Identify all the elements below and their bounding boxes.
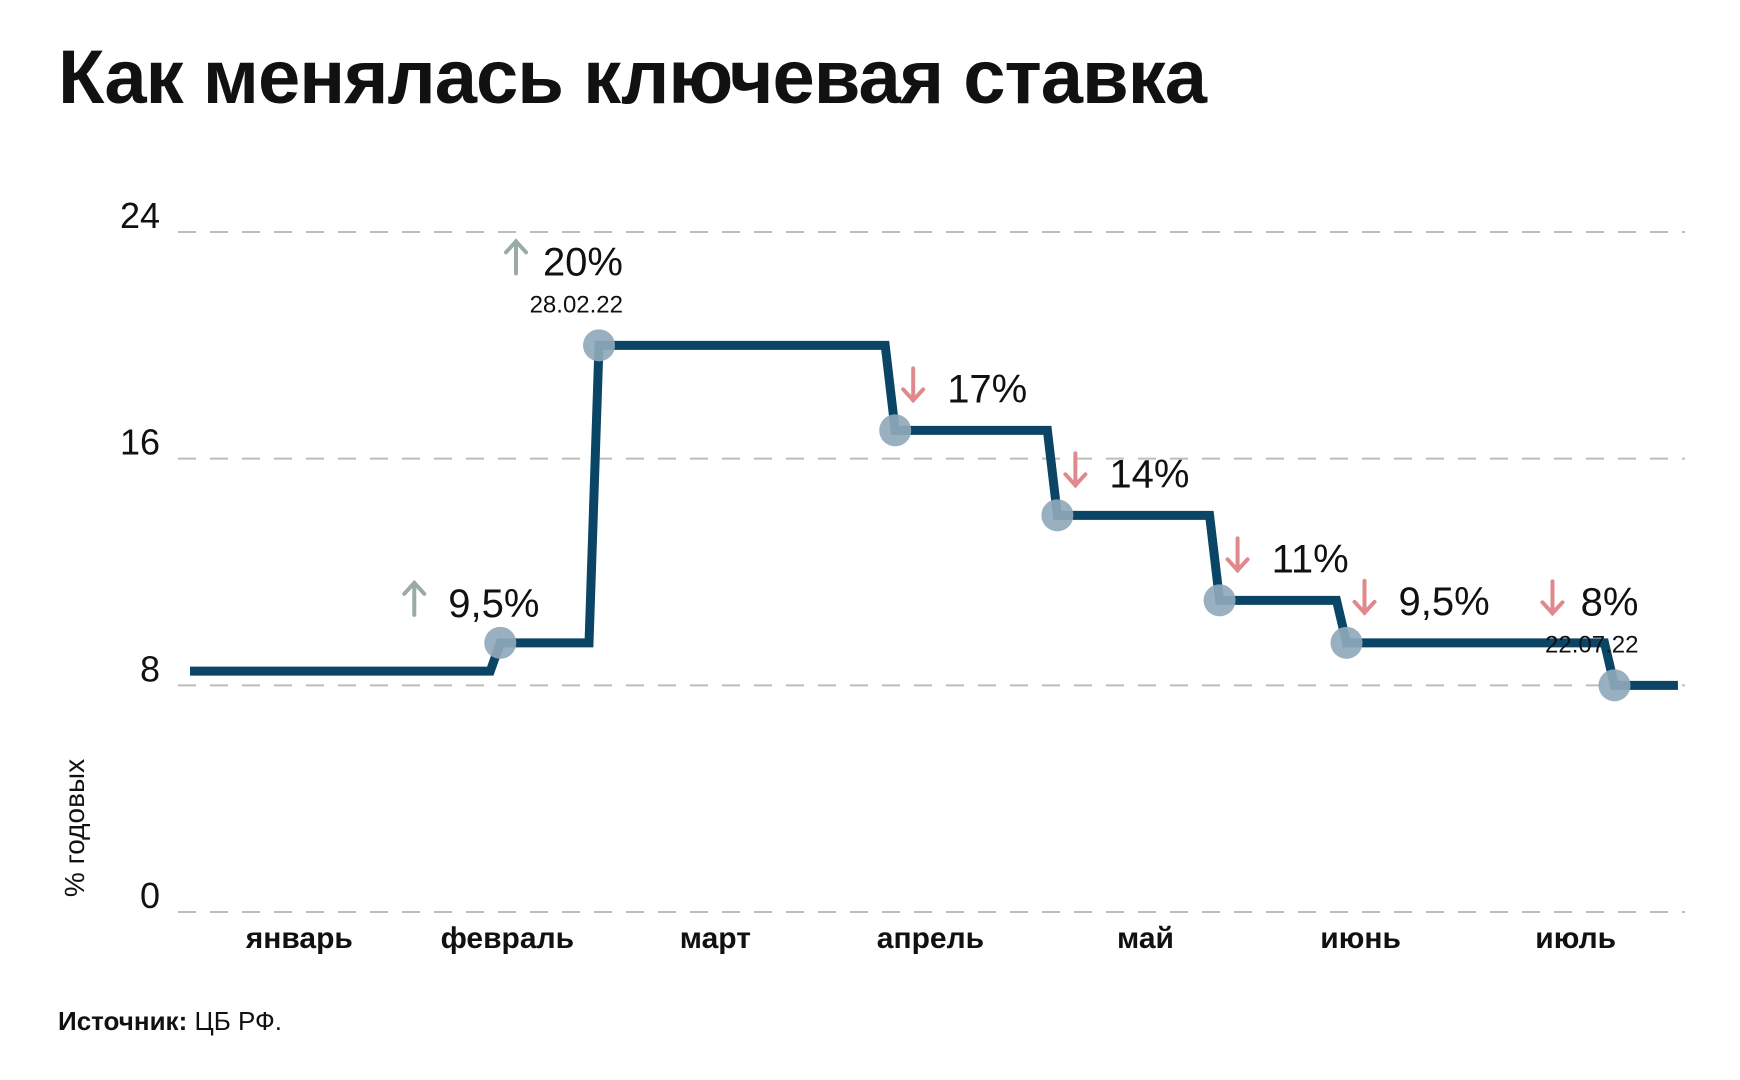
x-tick-6: июнь [1320, 922, 1401, 955]
arrow-down-icon-6 [1352, 578, 1377, 616]
arrow-down-icon-4 [1063, 451, 1088, 489]
x-tick-3: март [680, 922, 751, 955]
change-marker-4 [1041, 499, 1074, 532]
arrow-up-icon-1 [402, 579, 427, 617]
rate-step-line [190, 340, 1678, 690]
source-label: Источник: [58, 1006, 188, 1036]
source-text: ЦБ РФ. [194, 1006, 283, 1036]
x-tick-7: июль [1535, 922, 1616, 955]
x-tick-1: январь [245, 922, 353, 955]
x-tick-5: май [1117, 922, 1174, 955]
change-label-2: 20% [543, 240, 623, 284]
arrow-down-icon-7 [1540, 579, 1565, 617]
arrow-up-icon-2 [504, 238, 529, 276]
y-tick-0: 0 [140, 875, 160, 916]
change-marker-6 [1330, 626, 1363, 659]
arrow-down-icon-3 [901, 366, 926, 404]
rate-series [190, 340, 1678, 690]
change-label-4: 14% [1109, 452, 1189, 496]
grid-lines [178, 231, 1685, 913]
y-tick-labels: 0 8 16 24 [120, 195, 160, 916]
x-tick-labels: январь февраль март апрель май июнь июль [245, 922, 1616, 955]
y-tick-8: 8 [140, 648, 160, 689]
change-label-6: 9,5% [1399, 580, 1490, 624]
rate-change-markers [484, 329, 1631, 702]
change-marker-1 [484, 626, 517, 659]
change-date-2: 28.02.22 [530, 291, 623, 318]
change-label-1: 9,5% [448, 582, 539, 626]
change-marker-2 [583, 329, 616, 362]
rate-change-annotations: 9,5% 28.02.22 20% 17% 14% 11% 9,5% 22.07.22 8% [402, 238, 1639, 658]
change-marker-3 [879, 414, 912, 447]
y-tick-24: 24 [120, 195, 160, 236]
change-marker-7 [1598, 669, 1631, 702]
source-note: Источник: ЦБ РФ. [58, 1006, 282, 1037]
change-label-3: 17% [947, 367, 1027, 411]
y-axis-label: % годовых [59, 759, 90, 897]
chart-title: Как менялась ключевая ставка [58, 35, 1207, 120]
change-label-7: 8% [1581, 580, 1639, 624]
change-date-7: 22.07.22 [1545, 631, 1638, 658]
y-tick-16: 16 [120, 422, 160, 463]
change-label-5: 11% [1272, 537, 1349, 581]
x-tick-2: февраль [441, 922, 575, 955]
arrow-down-icon-5 [1225, 536, 1250, 574]
change-marker-5 [1203, 584, 1236, 617]
x-tick-4: апрель [877, 922, 984, 955]
